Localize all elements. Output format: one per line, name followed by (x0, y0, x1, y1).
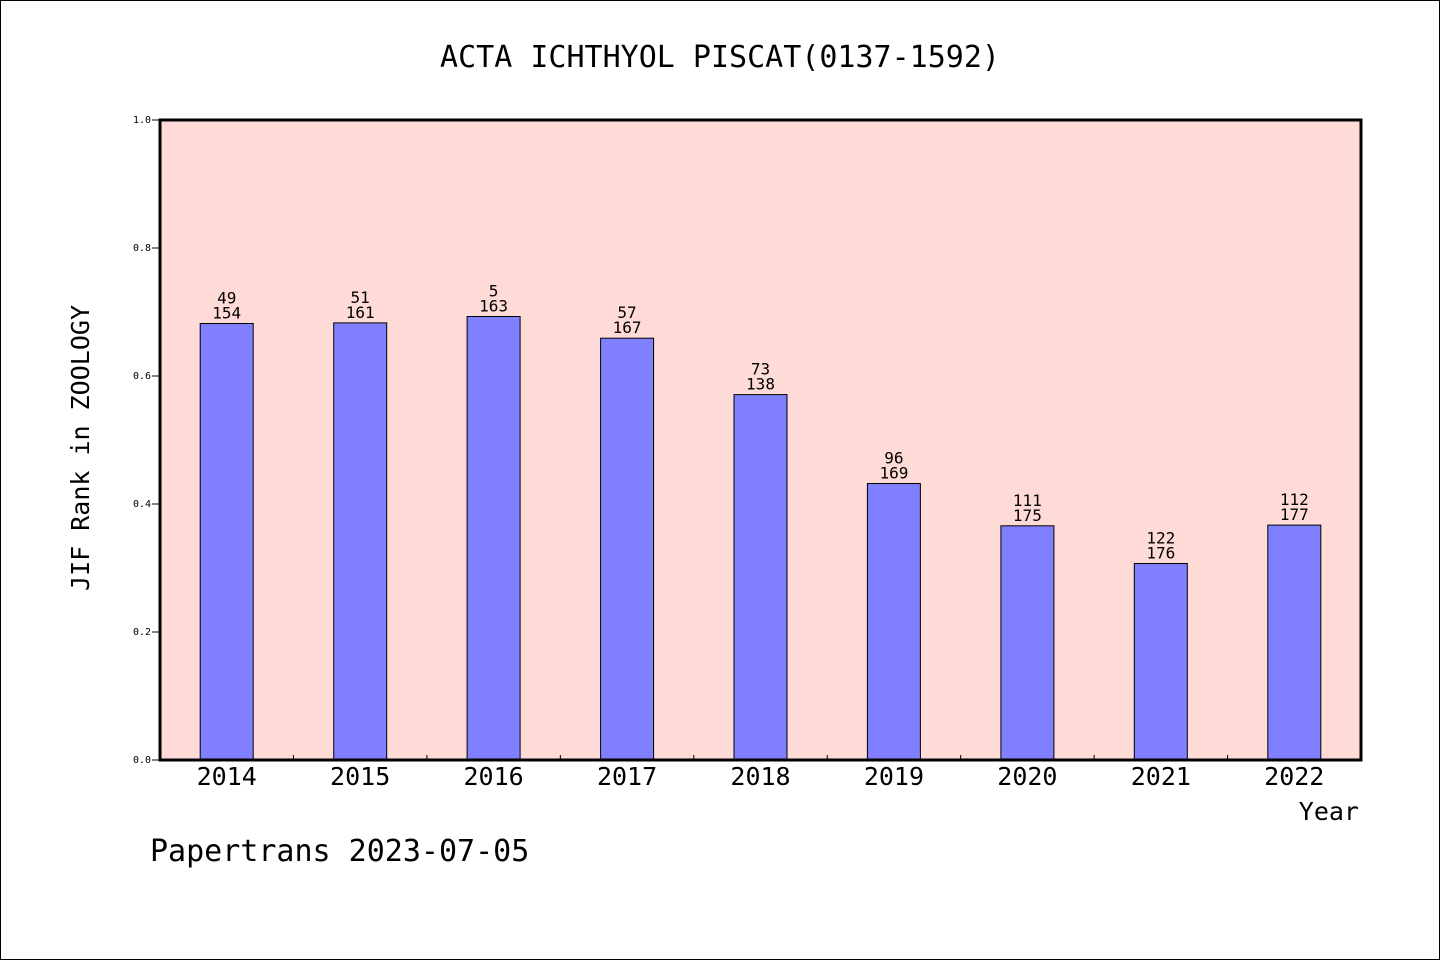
bar-rank-label: 5 (489, 282, 499, 301)
y-tick-label: 0.4 (133, 499, 151, 510)
bar-2022 (1267, 524, 1322, 761)
chart-title: ACTA ICHTHYOL PISCAT(0137-1592) (440, 40, 1000, 75)
bar-rank-label: 49 (217, 289, 236, 308)
x-tick-label: 2015 (330, 762, 390, 791)
bar-2019 (866, 483, 921, 761)
bar-total-label: 154 (212, 304, 241, 323)
x-tick-label: 2014 (197, 762, 257, 791)
plot-border (158, 118, 1363, 762)
x-tick-label: 2021 (1131, 762, 1191, 791)
bar-rank-label: 122 (1146, 529, 1175, 548)
bar-total-label: 175 (1013, 506, 1042, 525)
x-axis-label: Year (1299, 797, 1359, 826)
x-tick-label: 2022 (1264, 762, 1324, 791)
bar-2017 (600, 337, 655, 761)
bar-rank-label: 73 (751, 360, 770, 379)
bar-2021 (1133, 563, 1188, 761)
bar-total-label: 177 (1280, 505, 1309, 524)
bar-rank-label: 112 (1280, 490, 1309, 509)
x-tick-label: 2016 (464, 762, 524, 791)
y-tick-label: 0.6 (133, 371, 151, 382)
x-tick-label: 2020 (997, 762, 1057, 791)
bar-rank-label: 51 (351, 288, 370, 307)
bar-total-label: 169 (879, 464, 908, 483)
bar-total-label: 167 (613, 318, 642, 337)
bar-2020 (1000, 525, 1055, 761)
y-tick-label: 0.0 (133, 755, 151, 766)
x-tick-label: 2017 (597, 762, 657, 791)
bar-2016 (466, 316, 521, 761)
bar-rank-label: 96 (884, 449, 903, 468)
y-axis: 0.0 0.2 0.4 0.6 0.8 1.0 (133, 115, 160, 766)
y-tick-label: 1.0 (133, 115, 151, 126)
y-tick-label: 0.2 (133, 627, 151, 638)
y-axis-label: JIF Rank in ZOOLOGY (66, 305, 95, 591)
bar-total-label: 163 (479, 297, 508, 316)
bars-group (199, 316, 1322, 761)
bar-2015 (333, 322, 388, 761)
y-tick-label: 0.8 (133, 243, 151, 254)
watermark-text: Papertrans 2023-07-05 (150, 834, 530, 869)
bar-total-label: 138 (746, 375, 775, 394)
x-tick-label: 2018 (730, 762, 790, 791)
x-tick-label: 2019 (864, 762, 924, 791)
bar-rank-label: 57 (617, 303, 636, 322)
x-axis: 2014 2015 2016 2017 2018 2019 2020 2021 2022 (197, 755, 1324, 791)
bar-2014 (199, 323, 254, 761)
bar-total-label: 176 (1146, 544, 1175, 563)
bar-2018 (733, 394, 788, 761)
bar-rank-label: 111 (1013, 491, 1042, 510)
bar-total-label: 161 (346, 303, 375, 322)
